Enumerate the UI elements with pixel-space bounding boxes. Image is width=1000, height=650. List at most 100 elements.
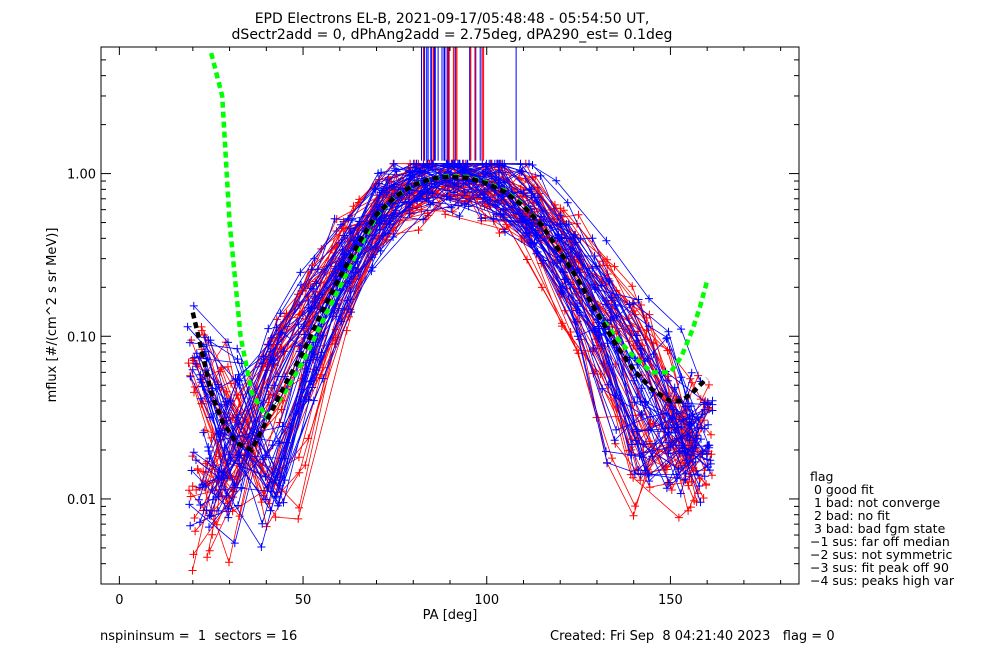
profile-marker <box>273 501 282 510</box>
profile-marker <box>443 186 452 195</box>
profile-marker <box>588 234 597 243</box>
y-tick-label: 0.10 <box>67 330 96 345</box>
profile-marker <box>455 159 464 168</box>
profile-marker <box>677 325 686 334</box>
profile-marker <box>521 228 530 237</box>
profile-marker <box>204 447 213 455</box>
profile-marker <box>481 169 490 178</box>
profile-marker <box>589 344 598 353</box>
profile-marker <box>664 327 673 336</box>
profile-marker <box>613 327 622 336</box>
profile-marker <box>368 263 377 272</box>
profile-marker <box>611 439 620 448</box>
legend: flag 0 good fit 1 bad: not converge 2 ba… <box>810 469 955 588</box>
profile-marker <box>225 558 233 567</box>
profile-marker <box>673 473 682 482</box>
profile-marker <box>258 359 267 368</box>
profile-marker <box>294 514 303 523</box>
profile-marker <box>337 238 346 247</box>
profile-marker <box>612 425 621 434</box>
profile-marker <box>334 304 343 313</box>
profile-marker <box>683 431 692 440</box>
profile-marker <box>307 265 316 274</box>
profile-marker <box>700 472 709 481</box>
profile-marker <box>405 175 413 184</box>
profile-marker <box>516 159 525 168</box>
profile-marker <box>264 340 273 349</box>
profile-marker <box>345 277 354 286</box>
profile-marker <box>382 235 391 244</box>
profile-marker <box>294 320 303 329</box>
profile-marker <box>696 498 705 507</box>
profile-marker <box>632 331 641 340</box>
profile-marker <box>662 484 671 493</box>
chart-title: EPD Electrons EL-B, 2021-09-17/05:48:48 … <box>255 11 650 27</box>
profile-marker <box>555 234 564 243</box>
profile-marker <box>637 410 646 418</box>
profile-marker <box>224 504 233 513</box>
profile-marker <box>412 159 421 168</box>
profile-marker <box>687 477 696 486</box>
profile-marker <box>495 229 504 237</box>
profile-marker <box>591 283 600 292</box>
profile-marker <box>340 231 348 240</box>
profile-marker <box>636 470 645 479</box>
profile-marker <box>194 495 203 504</box>
profile-marker <box>296 268 305 277</box>
profile-marker <box>264 324 273 333</box>
profile-marker <box>332 227 341 235</box>
profile-marker <box>202 506 211 515</box>
profile-marker <box>281 372 289 381</box>
profile-marker <box>188 354 197 363</box>
profile-marker <box>603 255 612 264</box>
profile-marker <box>699 494 708 502</box>
profile-marker <box>527 219 536 228</box>
profile-marker <box>705 380 713 389</box>
profile-marker <box>338 245 347 254</box>
profile-marker <box>692 434 701 443</box>
profile-marker <box>419 215 428 224</box>
legend-item: −3 sus: fit peak off 90 <box>810 560 949 575</box>
profile-marker <box>227 379 235 388</box>
fit-curve-black <box>190 174 709 453</box>
profile-marker <box>257 543 266 551</box>
profile-marker <box>705 443 713 452</box>
profile-marker <box>188 452 197 461</box>
profile-marker <box>687 368 696 377</box>
profile-marker <box>556 286 565 295</box>
profile-marker <box>602 236 611 245</box>
profile-line <box>205 168 693 485</box>
profile-marker <box>487 172 496 181</box>
profile-marker <box>330 214 339 223</box>
profile-marker <box>598 384 607 393</box>
profile-marker <box>604 380 613 389</box>
profile-marker <box>279 498 288 507</box>
profile-marker <box>221 485 230 494</box>
profile-marker <box>214 506 223 515</box>
profile-marker <box>645 294 653 303</box>
profile-marker <box>662 334 671 343</box>
profile-marker <box>603 458 611 467</box>
profile-marker <box>483 167 492 176</box>
profile-marker <box>644 322 653 331</box>
profile-marker <box>697 435 705 444</box>
profile-line <box>206 182 695 558</box>
profile-marker <box>312 366 321 375</box>
profile-marker <box>276 309 285 318</box>
profile-marker <box>636 397 645 406</box>
profile-marker <box>566 245 575 254</box>
profile-marker <box>610 314 618 323</box>
profile-marker <box>575 308 584 317</box>
profile-marker <box>271 513 280 522</box>
profile-marker <box>224 338 232 347</box>
profile-marker <box>563 198 572 207</box>
profile-line <box>191 163 713 510</box>
legend-item: 0 good fit <box>810 482 874 497</box>
profile-marker <box>628 282 637 291</box>
profile-marker <box>197 378 206 387</box>
profile-marker <box>571 238 580 247</box>
profile-marker <box>203 553 212 562</box>
profile-marker <box>423 159 432 168</box>
profile-marker <box>206 336 215 345</box>
